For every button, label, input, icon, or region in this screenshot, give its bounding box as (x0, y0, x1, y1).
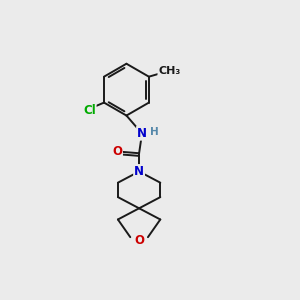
Text: N: N (137, 127, 147, 140)
Text: CH₃: CH₃ (158, 66, 181, 76)
Text: Cl: Cl (83, 104, 96, 117)
Text: N: N (134, 165, 144, 178)
Text: O: O (134, 234, 144, 247)
Text: H: H (150, 127, 159, 137)
Text: O: O (112, 145, 122, 158)
